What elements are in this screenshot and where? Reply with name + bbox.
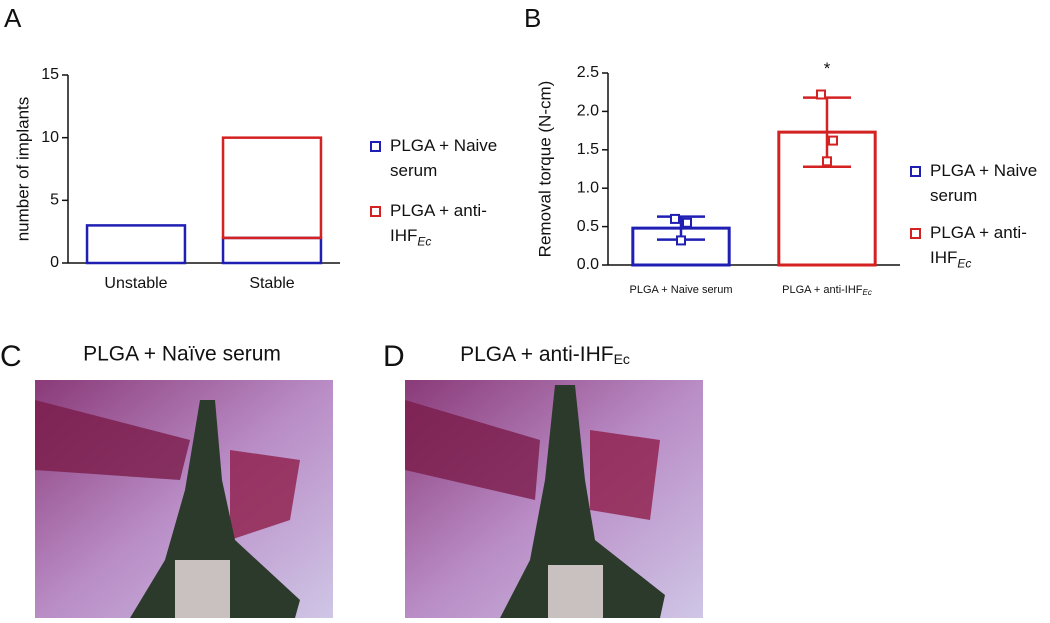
panel-letter: C — [0, 340, 22, 373]
y-tick-label: 10 — [41, 129, 59, 146]
caption-subscript: Ec — [614, 351, 630, 367]
x-tick-text: PLGA + Naive serum — [629, 284, 732, 296]
legend-entry: PLGA + anti-IHFEc — [910, 220, 1048, 276]
x-tick-label: PLGA + anti-IHFEc — [782, 284, 872, 297]
y-tick-label: 5 — [50, 192, 59, 209]
data-point — [676, 235, 686, 246]
histology-image — [35, 380, 333, 618]
legend-label: PLGA + anti-IHF — [930, 223, 1027, 267]
data-point — [828, 135, 838, 146]
y-tick-label: 0.5 — [577, 218, 599, 235]
legend-subscript: Ec — [957, 256, 972, 271]
panel-letter: D — [383, 340, 405, 373]
y-tick-label: 1.0 — [577, 179, 599, 196]
legend-label: PLGA + anti-IHF — [390, 201, 487, 245]
data-point — [682, 217, 692, 228]
y-tick-label: 2.0 — [577, 103, 599, 120]
bar-segment — [221, 236, 323, 265]
y-axis-label: number of implants — [13, 97, 32, 242]
y-tick-label: 0.0 — [577, 256, 599, 273]
legend-label: PLGA + Naive serum — [930, 161, 1038, 205]
bar-segment — [85, 224, 187, 265]
y-tick-label: 2.5 — [577, 64, 599, 81]
data-point — [816, 89, 826, 100]
legend-entry: PLGA + Naive serum — [910, 158, 1048, 208]
y-tick-label: 0 — [50, 254, 59, 271]
legend-subscript: Ec — [417, 234, 432, 249]
legend-swatch — [910, 228, 921, 239]
panel-letter: B — [524, 3, 541, 33]
data-point — [670, 213, 680, 224]
significance-mark: * — [824, 59, 831, 78]
x-tick-subscript: Ec — [863, 288, 872, 297]
panel-letter: A — [4, 3, 22, 33]
legend-swatch — [910, 166, 921, 177]
data-point — [822, 156, 832, 167]
legend-entry: PLGA + Naive serum — [370, 133, 508, 183]
x-tick-text: PLGA + anti-IHF — [782, 284, 863, 296]
image-caption: PLGA + Naïve serum — [83, 343, 281, 366]
y-tick-label: 1.5 — [577, 141, 599, 158]
x-tick-label: PLGA + Naive serum — [629, 284, 732, 296]
x-tick-label: Unstable — [104, 275, 167, 292]
caption-text: PLGA + anti-IHF — [460, 343, 613, 366]
x-tick-label: Stable — [249, 275, 294, 292]
legend-entry: PLGA + anti-IHFEc — [370, 198, 508, 254]
image-caption: PLGA + anti-IHFEc — [460, 343, 630, 367]
legend-label: PLGA + Naive serum — [390, 136, 498, 180]
bar-segment — [221, 136, 323, 240]
y-axis-label: Removal torque (N-cm) — [535, 81, 554, 258]
histology-image — [405, 380, 703, 618]
y-tick-label: 15 — [41, 66, 59, 83]
legend-swatch — [370, 206, 381, 217]
legend-swatch — [370, 141, 381, 152]
